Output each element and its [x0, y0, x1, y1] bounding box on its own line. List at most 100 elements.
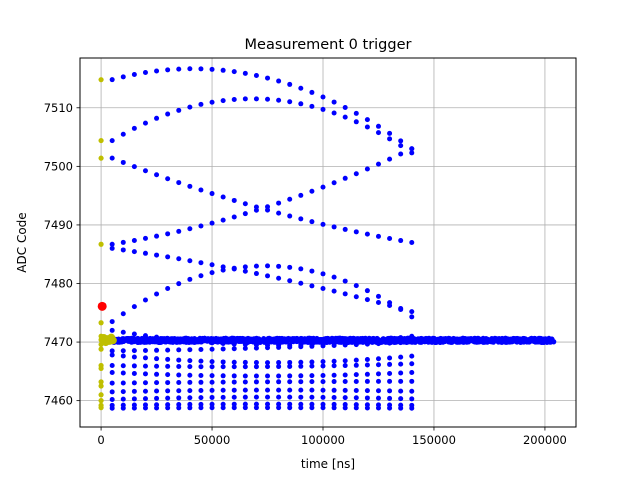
- data-point: [109, 245, 115, 251]
- data-point: [301, 339, 307, 345]
- data-point: [120, 396, 126, 402]
- data-point: [527, 336, 534, 342]
- data-point: [309, 268, 315, 274]
- x-tick-label: 100000: [301, 433, 345, 447]
- data-point: [298, 373, 304, 379]
- data-point: [120, 389, 126, 395]
- data-point: [142, 355, 148, 361]
- data-point: [353, 171, 359, 177]
- data-point: [142, 235, 148, 241]
- data-point: [364, 166, 370, 172]
- data-point: [198, 405, 204, 411]
- y-tick-label: 7480: [44, 277, 73, 291]
- axes-frame: [79, 57, 577, 428]
- data-point: [287, 359, 293, 365]
- data-point: [187, 183, 193, 189]
- data-point: [176, 357, 182, 363]
- data-point: [253, 373, 259, 379]
- data-point: [176, 256, 182, 262]
- data-point: [375, 293, 381, 299]
- data-point: [364, 231, 370, 237]
- data-point: [131, 370, 137, 376]
- data-point: [298, 405, 304, 411]
- data-point: [165, 347, 171, 353]
- data-point: [387, 336, 393, 342]
- data-point: [331, 387, 337, 393]
- data-point: [209, 99, 215, 105]
- data-point: [265, 394, 271, 400]
- data-point: [265, 75, 271, 81]
- data-point: [109, 396, 115, 402]
- data-point: [320, 221, 326, 227]
- data-point: [220, 346, 226, 352]
- y-axis-label: ADC Code: [15, 212, 29, 272]
- data-point: [276, 97, 282, 103]
- data-point: [286, 337, 293, 343]
- data-point: [253, 207, 259, 213]
- data-point: [253, 345, 259, 351]
- data-point: [331, 342, 337, 348]
- data-point: [387, 388, 393, 394]
- data-point: [287, 373, 293, 379]
- data-point: [320, 394, 326, 400]
- data-point: [149, 337, 155, 343]
- y-tick-label: 7490: [44, 218, 73, 232]
- data-point: [220, 359, 226, 365]
- data-point: [353, 294, 359, 300]
- start-point: [98, 137, 104, 144]
- data-point: [109, 405, 115, 411]
- data-point: [331, 274, 337, 280]
- x-tick-label: 0: [97, 433, 104, 447]
- data-point: [409, 333, 415, 339]
- data-point: [265, 263, 271, 269]
- data-point: [158, 335, 164, 342]
- data-point: [253, 394, 259, 400]
- data-point: [331, 358, 337, 364]
- data-point: [120, 337, 126, 343]
- data-point: [375, 341, 381, 347]
- data-point: [109, 363, 115, 368]
- data-point: [342, 395, 348, 401]
- data-point: [120, 353, 126, 359]
- data-point: [245, 335, 251, 342]
- data-point: [398, 388, 404, 394]
- start-point: [98, 383, 104, 389]
- data-point: [242, 96, 248, 102]
- data-point: [109, 138, 115, 144]
- data-point: [298, 85, 304, 91]
- data-point: [364, 117, 370, 123]
- data-point: [265, 387, 271, 393]
- data-point: [353, 372, 359, 378]
- data-point: [287, 405, 293, 411]
- data-point: [331, 288, 337, 294]
- data-point: [331, 363, 337, 369]
- data-point: [154, 380, 160, 386]
- data-point: [242, 342, 248, 348]
- data-point: [375, 161, 381, 167]
- data-point: [353, 110, 359, 116]
- data-point: [320, 405, 326, 411]
- start-point: [98, 155, 104, 161]
- data-point: [253, 364, 259, 370]
- data-point: [187, 388, 193, 394]
- data-point: [490, 336, 496, 342]
- data-point: [176, 347, 182, 353]
- data-point: [198, 187, 204, 193]
- data-point: [131, 363, 137, 369]
- data-point: [409, 150, 415, 156]
- data-point: [120, 131, 126, 137]
- data-point: [131, 237, 137, 243]
- data-point: [209, 220, 215, 226]
- data-point: [398, 396, 404, 402]
- data-point: [109, 155, 115, 161]
- data-point: [265, 360, 271, 366]
- data-point: [265, 401, 271, 407]
- data-point: [375, 356, 381, 362]
- data-point: [409, 353, 415, 359]
- x-tick-label: 50000: [194, 433, 231, 447]
- data-point: [165, 67, 171, 73]
- x-tick-label: 150000: [412, 433, 456, 447]
- data-point: [375, 337, 381, 343]
- data-point: [231, 405, 237, 411]
